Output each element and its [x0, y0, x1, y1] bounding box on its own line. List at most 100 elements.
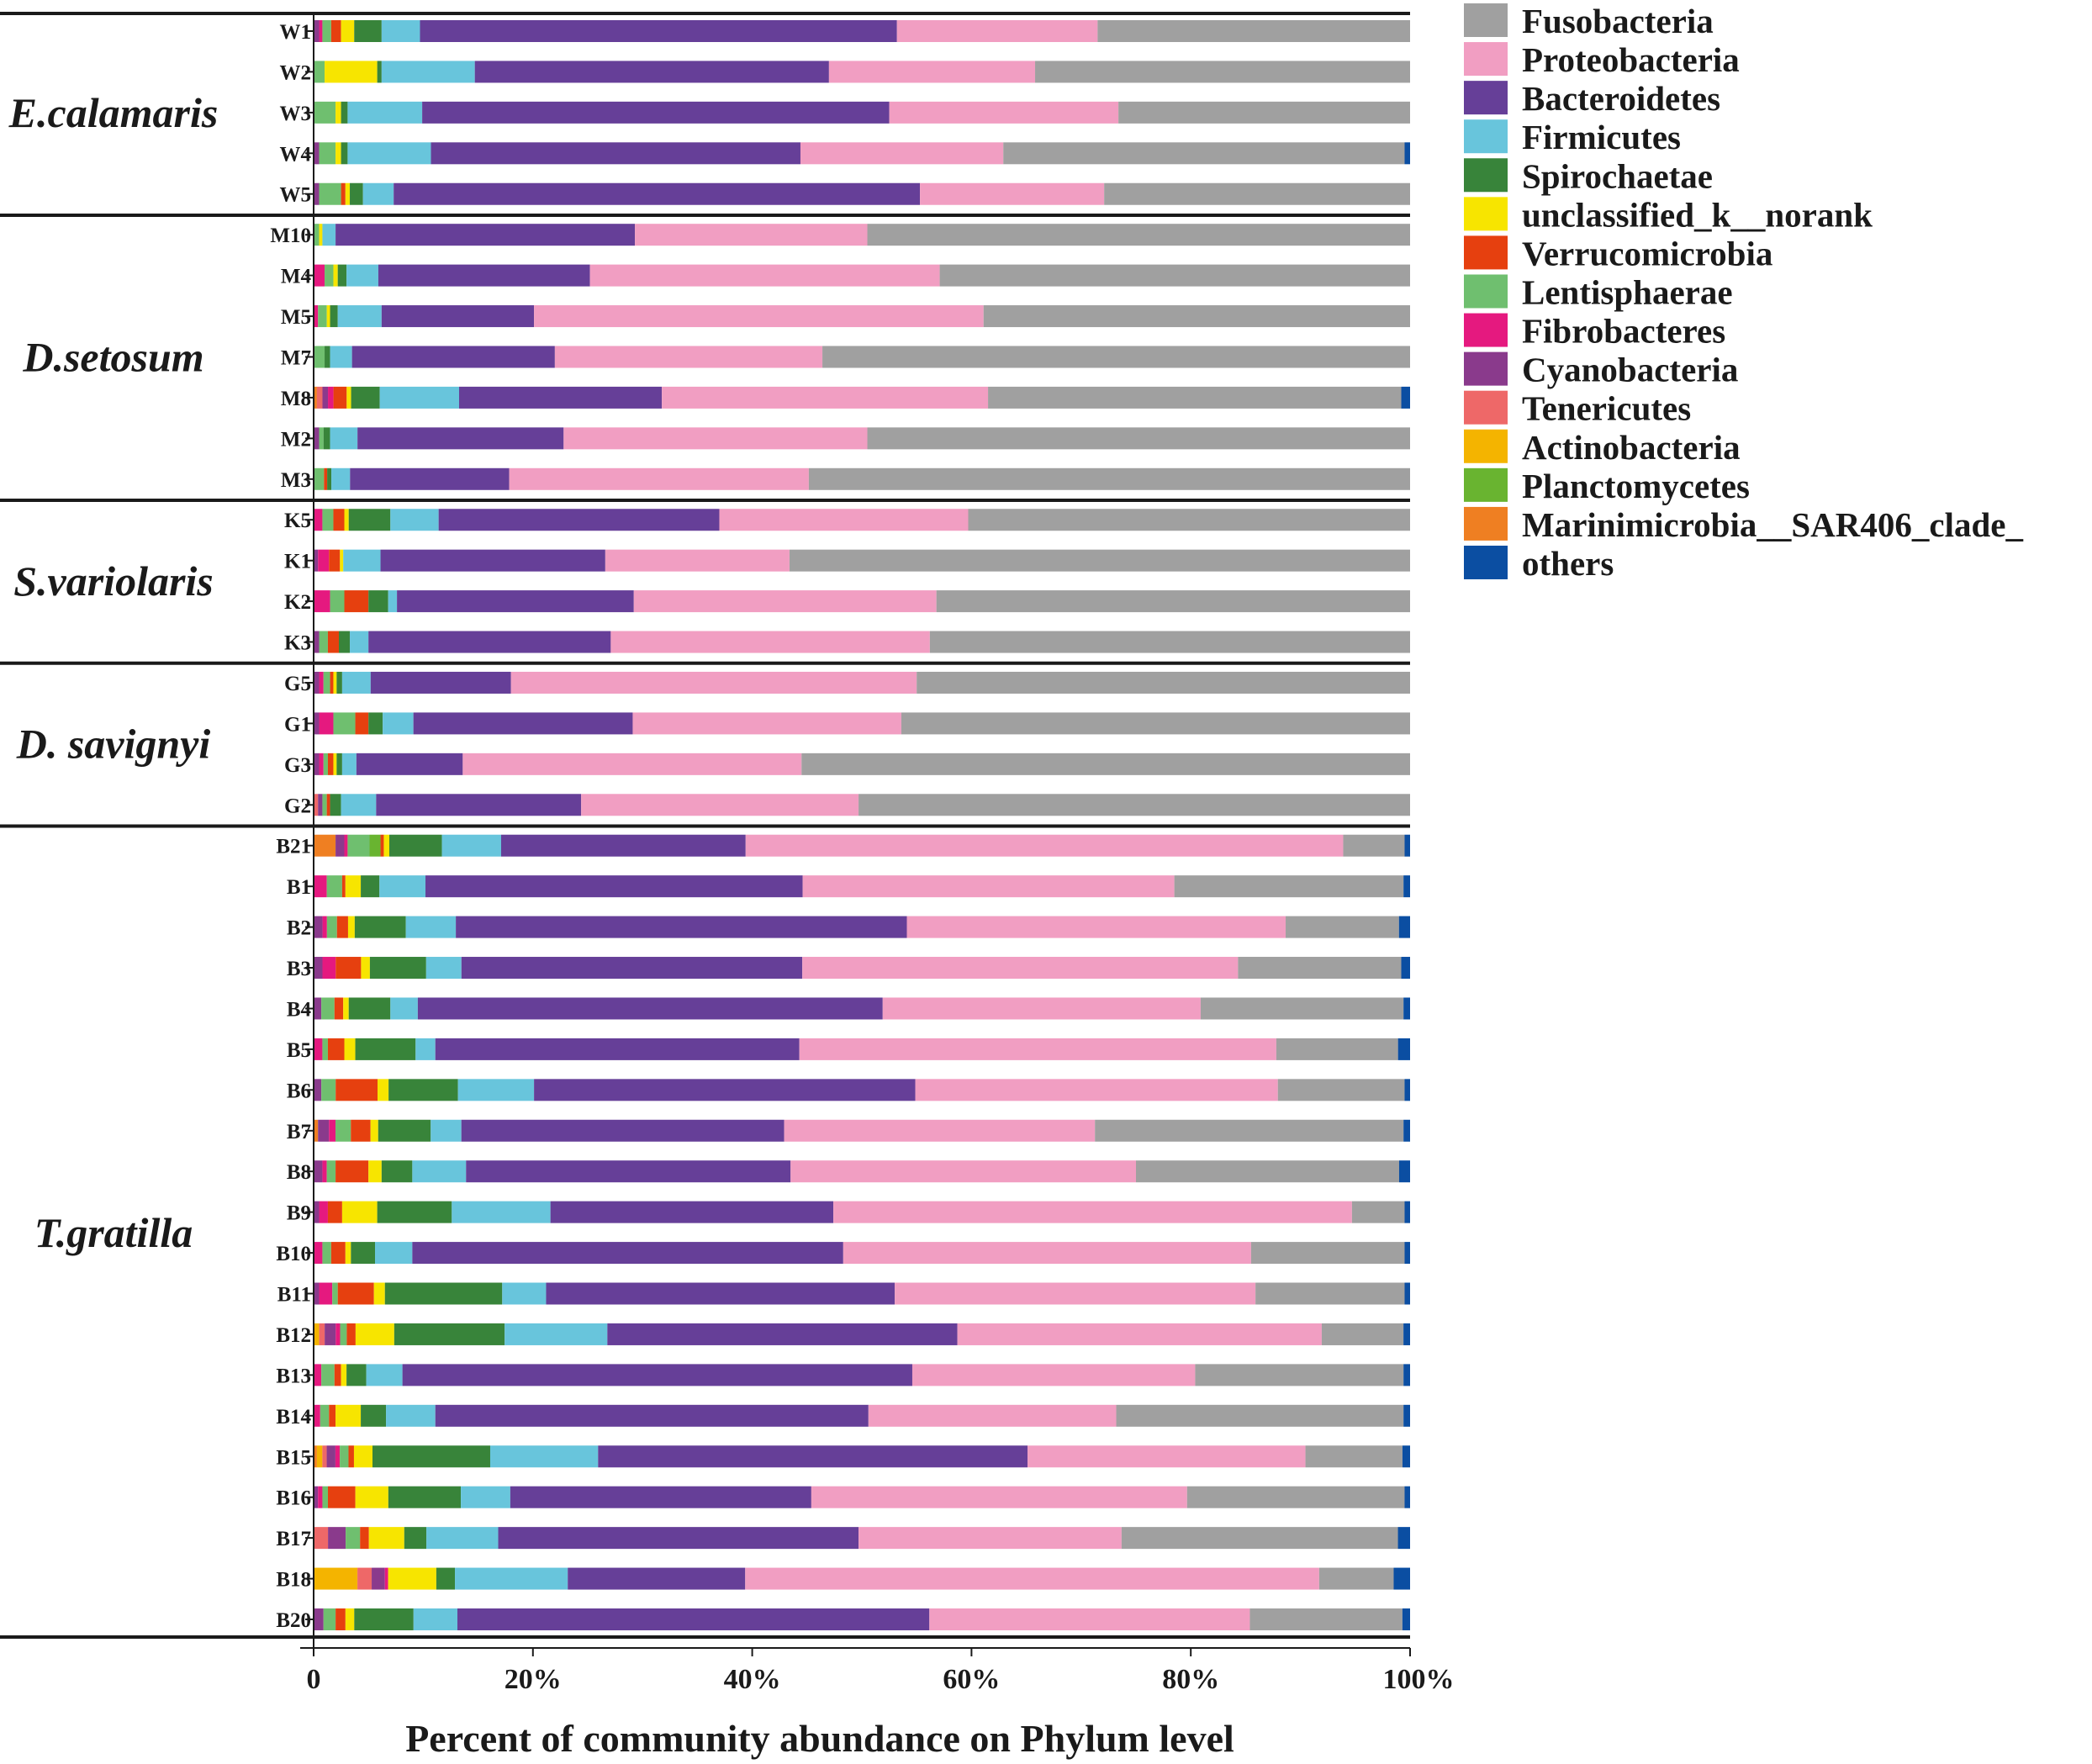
bar-segment-w3-firmicutes — [347, 101, 423, 124]
bar-segment-m3-firmicutes — [331, 467, 351, 490]
bar-segment-m10-unclassified-k-norank — [319, 224, 323, 246]
bar-segment-b2-fibrobacteres — [322, 916, 327, 938]
bar-segment-g3-firmicutes — [341, 753, 357, 775]
bar-segment-b2-firmicutes — [405, 916, 457, 938]
bar-segment-b7-fibrobacteres — [329, 1119, 336, 1142]
bar-segment-m7-spirochaetae — [325, 346, 330, 368]
sample-label-k1: K1 — [284, 551, 311, 573]
bar-segment-w2-proteobacteria — [828, 61, 1036, 83]
bar-segment-k5-firmicutes — [390, 509, 439, 531]
sample-label-m5: M5 — [281, 306, 311, 329]
bar-segment-k1-bacteroidetes — [380, 549, 605, 572]
bar-segment-b7-lentisphaerae — [335, 1119, 351, 1142]
bar-segment-m3-verrucomicrobia — [324, 467, 328, 490]
bar-segment-m4-fusobacteria — [939, 264, 1410, 287]
x-tick-label-0: 0 — [307, 1664, 321, 1695]
sample-label-b8: B8 — [287, 1161, 311, 1184]
bar-segment-b9-proteobacteria — [833, 1201, 1352, 1223]
bar-segment-b20-lentisphaerae — [323, 1608, 336, 1630]
bar-segment-b14-verrucomicrobia — [329, 1404, 336, 1427]
bar-segment-b2-fusobacteria — [1286, 916, 1399, 938]
legend-swatch-fusobacteria — [1464, 3, 1508, 37]
bar-segment-k2-proteobacteria — [633, 590, 937, 613]
bar-segment-b10-bacteroidetes — [412, 1242, 843, 1265]
bar-segment-b15-actinobacteria — [316, 1445, 323, 1468]
bar-segment-b11-fusobacteria — [1255, 1282, 1405, 1305]
bar-segment-w3-proteobacteria — [889, 101, 1119, 124]
bar-segment-b3-others — [1401, 957, 1410, 980]
bar-segment-b13-proteobacteria — [911, 1364, 1196, 1386]
bar-segment-b13-unclassified-k-norank — [341, 1364, 347, 1386]
bar-segment-b20-cyanobacteria — [314, 1608, 324, 1630]
bar-segment-k2-fibrobacteres — [314, 590, 330, 613]
bar-segment-b2-others — [1398, 916, 1410, 938]
bar-segment-b12-fibrobacteres — [335, 1323, 341, 1345]
bar-segment-b3-fibrobacteres — [322, 957, 336, 980]
legend-label-unclassified-k-norank: unclassified_k__norank — [1522, 195, 1873, 234]
bar-segment-k5-fibrobacteres — [314, 509, 323, 531]
sample-label-w4: W4 — [280, 143, 312, 166]
bar-segment-b7-marinimicrobia-sar406-clade — [314, 1119, 319, 1142]
bar-segment-m2-lentisphaerae — [319, 427, 324, 450]
x-tick-label-60: 60% — [943, 1664, 1000, 1695]
bar-segment-b2-unclassified-k-norank — [347, 916, 355, 938]
bar-segment-b6-others — [1404, 1079, 1410, 1101]
sample-label-m7: M7 — [281, 347, 311, 370]
bar-segment-b16-firmicutes — [461, 1486, 510, 1508]
legend-swatch-unclassified-k-norank — [1464, 197, 1508, 231]
bar-segment-g1-proteobacteria — [632, 712, 901, 735]
bar-segment-m7-fusobacteria — [822, 346, 1410, 368]
bar-segment-b13-spirochaetae — [346, 1364, 367, 1386]
bar-segment-m2-firmicutes — [330, 427, 358, 450]
bar-segment-m10-fusobacteria — [867, 224, 1410, 246]
bar-segment-b9-unclassified-k-norank — [341, 1201, 378, 1223]
bar-segment-b17-bacteroidetes — [498, 1527, 859, 1550]
bar-segment-b15-verrucomicrobia — [348, 1445, 354, 1468]
bar-segment-b15-others — [1402, 1445, 1410, 1468]
bar-segment-m4-bacteroidetes — [378, 264, 590, 287]
bar-segment-b1-firmicutes — [379, 875, 426, 898]
bar-segment-b21-planctomycetes — [369, 834, 381, 857]
bar-segment-b3-firmicutes — [425, 957, 462, 980]
bar-segment-m5-bacteroidetes — [381, 305, 535, 328]
bar-segment-w5-fusobacteria — [1104, 182, 1410, 205]
bar-segment-b6-cyanobacteria — [314, 1079, 322, 1101]
bar-segment-b8-verrucomicrobia — [335, 1160, 369, 1183]
legend-label-firmicutes: Firmicutes — [1522, 118, 1681, 156]
bar-segment-w5-verrucomicrobia — [341, 182, 346, 205]
bar-segment-b10-proteobacteria — [843, 1242, 1251, 1265]
bar-segment-b12-spirochaetae — [394, 1323, 505, 1345]
bar-segment-b16-lentisphaerae — [322, 1486, 328, 1508]
sample-label-g1: G1 — [284, 713, 311, 736]
bar-segment-g2-lentisphaerae — [322, 794, 327, 816]
legend-swatch-lentisphaerae — [1464, 274, 1508, 309]
legend-label-bacteroidetes: Bacteroidetes — [1522, 79, 1720, 118]
legend-swatch-cyanobacteria — [1464, 351, 1508, 386]
bar-segment-b6-firmicutes — [457, 1079, 535, 1101]
bar-segment-b12-proteobacteria — [957, 1323, 1322, 1345]
bar-segment-b9-cyanobacteria — [314, 1201, 320, 1223]
bar-segment-b12-tenericutes — [319, 1323, 325, 1345]
bar-segment-m2-spirochaetae — [323, 427, 330, 450]
bar-segment-b3-spirochaetae — [369, 957, 426, 980]
bar-segment-b9-bacteroidetes — [550, 1201, 834, 1223]
bar-segment-g3-fusobacteria — [801, 753, 1410, 775]
bar-segment-m5-lentisphaerae — [318, 305, 327, 328]
bar-segment-b8-fibrobacteres — [322, 1160, 327, 1183]
bar-segment-k3-lentisphaerae — [319, 631, 328, 653]
bar-segment-g5-verrucomicrobia — [330, 671, 334, 694]
sample-label-b17: B17 — [276, 1528, 311, 1550]
bar-segment-g3-spirochaetae — [336, 753, 342, 775]
bar-segment-w1-lentisphaerae — [322, 20, 331, 42]
bar-segment-w1-fibrobacteres — [319, 20, 323, 42]
bar-segment-b13-fusobacteria — [1195, 1364, 1404, 1386]
group-label-t-gratilla: T.gratilla — [34, 1209, 193, 1256]
bar-segment-m4-unclassified-k-norank — [333, 264, 338, 287]
bar-segment-b1-fusobacteria — [1174, 875, 1404, 898]
bar-segment-b17-spirochaetae — [404, 1527, 427, 1550]
legend-label-tenericutes: Tenericutes — [1522, 389, 1691, 428]
bar-segment-b17-proteobacteria — [858, 1527, 1122, 1550]
bar-segment-b4-firmicutes — [390, 997, 418, 1020]
bar-segment-k2-verrucomicrobia — [344, 590, 369, 613]
